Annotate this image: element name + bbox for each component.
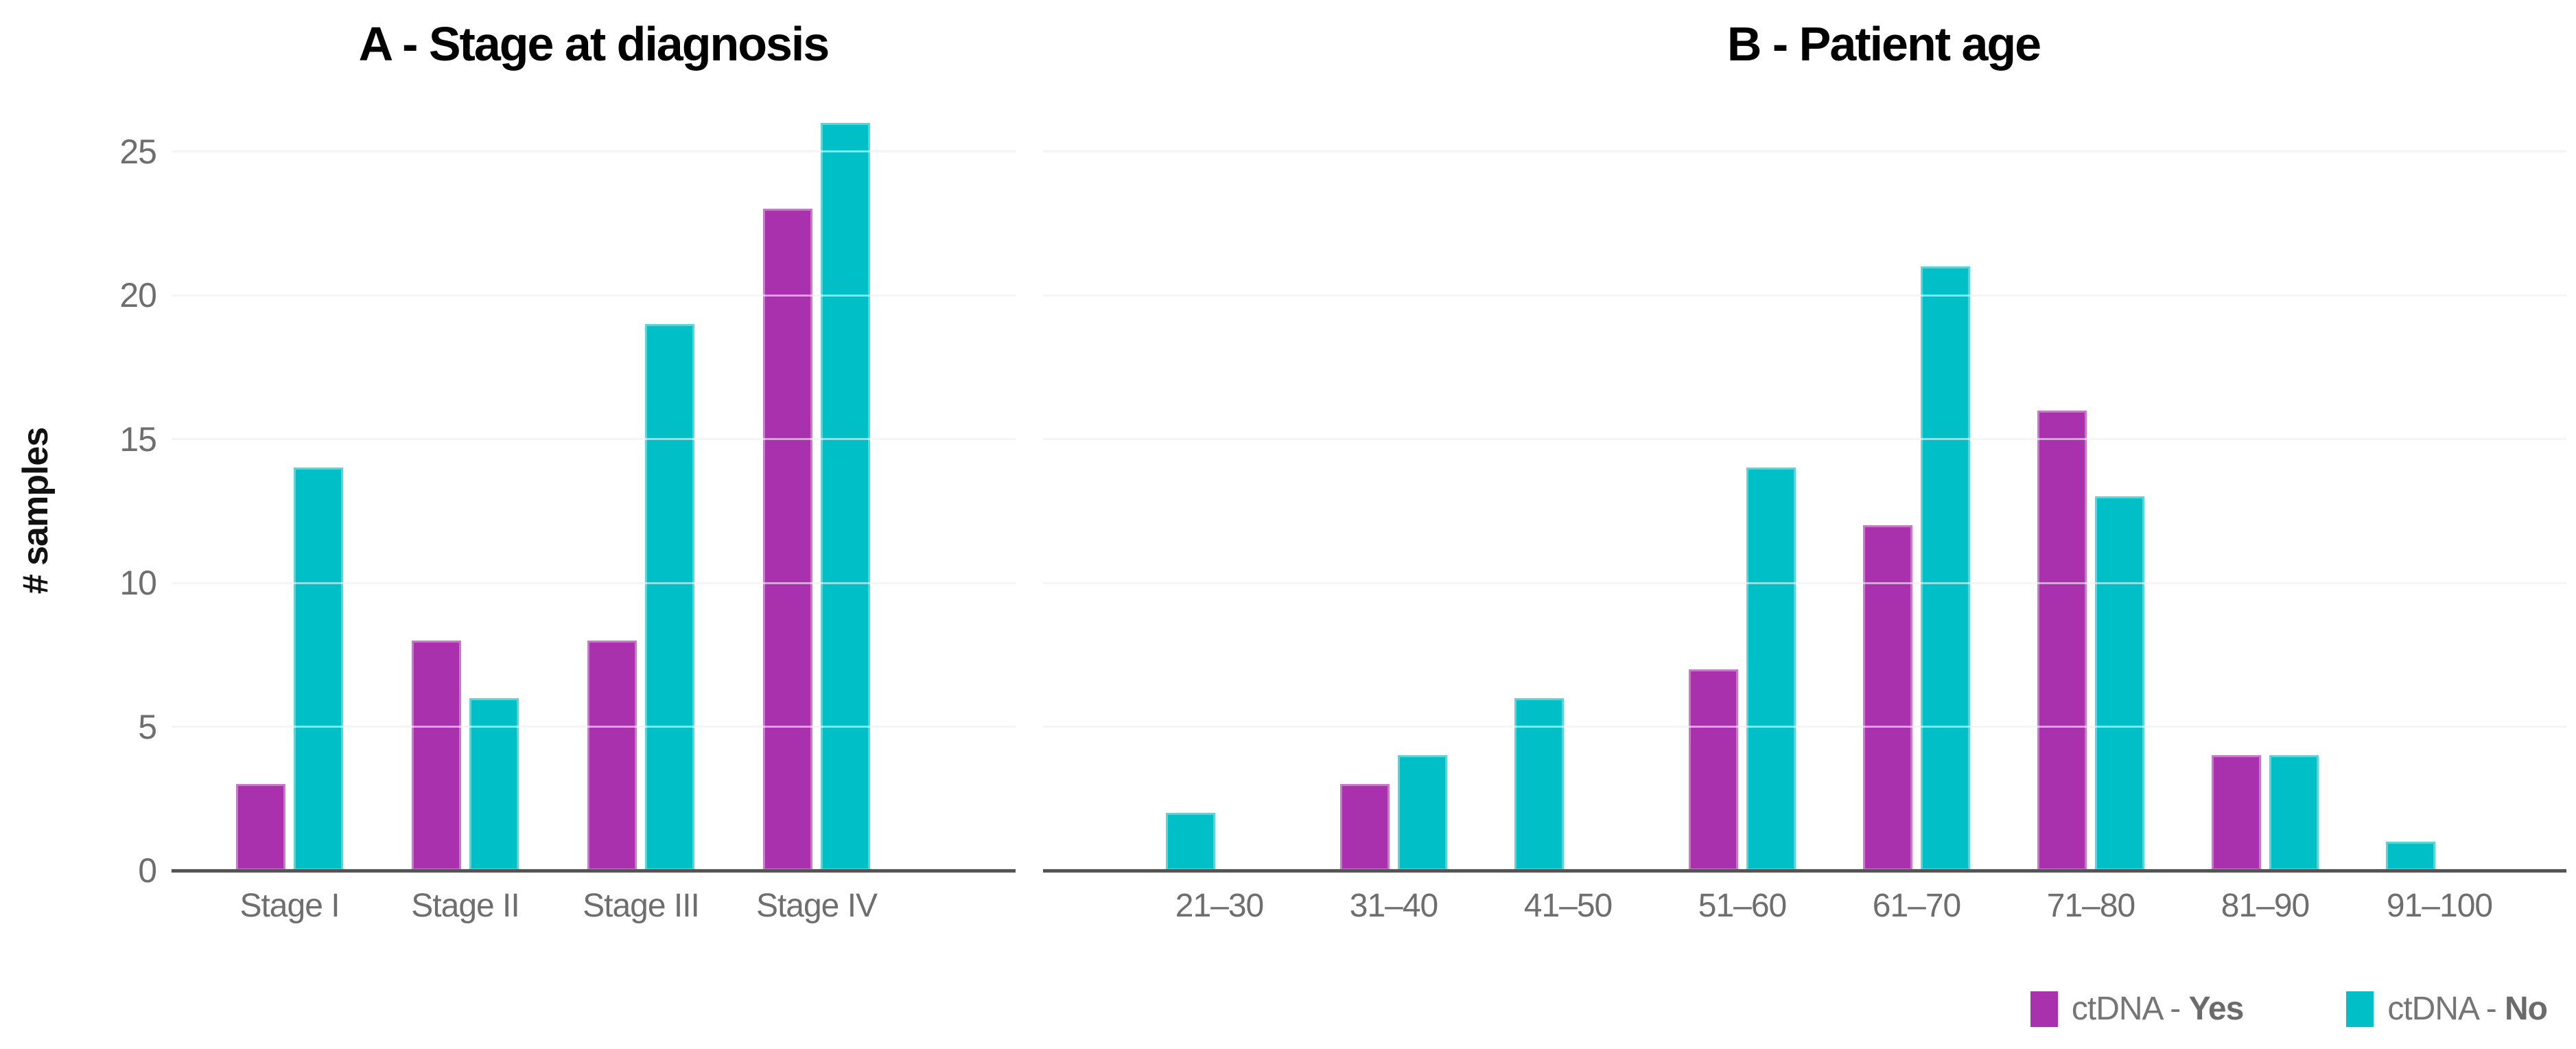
gridline-overlay [172,581,1016,584]
x-tick-label: 71–80 [2046,888,2135,924]
x-axis-line [1043,869,2566,873]
legend-swatch-yes-icon [2030,991,2058,1027]
bar-ctdna-no [469,698,519,871]
x-tick-label: 91–100 [2386,888,2493,924]
gridline-overlay [1043,150,2566,152]
y-tick-label: 0 [138,851,157,890]
gridline-overlay [1043,294,2566,297]
bar-ctdna-no [2095,496,2144,871]
legend: ctDNA - Yes ctDNA - No [2030,990,2548,1028]
bar-ctdna-yes [412,640,461,871]
bar-ctdna-yes [587,640,637,871]
x-tick-label: Stage IV [756,888,878,924]
gridline-overlay [1043,438,2566,440]
bar-ctdna-no [1921,266,1970,871]
bar-ctdna-yes [236,784,285,871]
bar-ctdna-yes [2212,755,2261,871]
x-tick-label: Stage II [411,888,519,924]
x-tick-label: 41–50 [1523,888,1613,924]
y-tick-label: 10 [119,564,157,602]
bar-ctdna-no [294,468,343,871]
legend-label-no: ctDNA - No [2387,991,2548,1027]
x-tick-label: Stage III [583,888,700,924]
gridline-overlay [172,726,1016,728]
x-tick-label: Stage I [239,888,340,924]
bar-ctdna-yes [1340,784,1390,871]
gridline-overlay [1043,581,2566,584]
bar-ctdna-no [2386,842,2435,871]
x-tick-label: 51–60 [1698,888,1787,924]
y-tick-label: 20 [119,276,157,314]
bar-ctdna-yes [763,209,812,871]
y-tick-label: 15 [119,419,157,459]
legend-item-ctdna-yes: ctDNA - Yes [2030,990,2244,1028]
legend-label-yes: ctDNA - Yes [2071,991,2244,1027]
legend-swatch-no-icon [2346,991,2374,1027]
bar-ctdna-no [1514,698,1564,871]
panel-a-plot-area [172,0,1016,873]
bar-ctdna-yes [1689,669,1738,871]
bar-ctdna-no [645,323,694,871]
gridline-overlay [1043,726,2566,728]
bar-ctdna-yes [2037,410,2087,871]
bar-ctdna-no [2269,755,2319,871]
gridline-overlay [172,294,1016,297]
gridline-overlay [172,150,1016,152]
x-tick-label: 61–70 [1872,888,1961,924]
x-tick-label: 31–40 [1349,888,1438,924]
x-tick-label: 21–30 [1175,888,1264,924]
bar-ctdna-no [1398,755,1447,871]
bar-ctdna-no [821,122,870,871]
bar-ctdna-no [1746,468,1796,871]
panel-b-plot-area [1043,0,2566,873]
bar-ctdna-yes [1863,525,1912,871]
gridline-overlay [172,438,1016,440]
panel-a-title: A - Stage at diagnosis [358,17,830,71]
legend-item-ctdna-no: ctDNA - No [2346,990,2548,1028]
y-tick-label: 5 [138,707,157,746]
y-tick-label: 25 [119,132,157,171]
x-tick-label: 81–90 [2221,888,2310,924]
x-axis-line [172,869,1016,873]
bar-ctdna-no [1166,813,1215,871]
panel-b-title: B - Patient age [1726,17,2041,71]
